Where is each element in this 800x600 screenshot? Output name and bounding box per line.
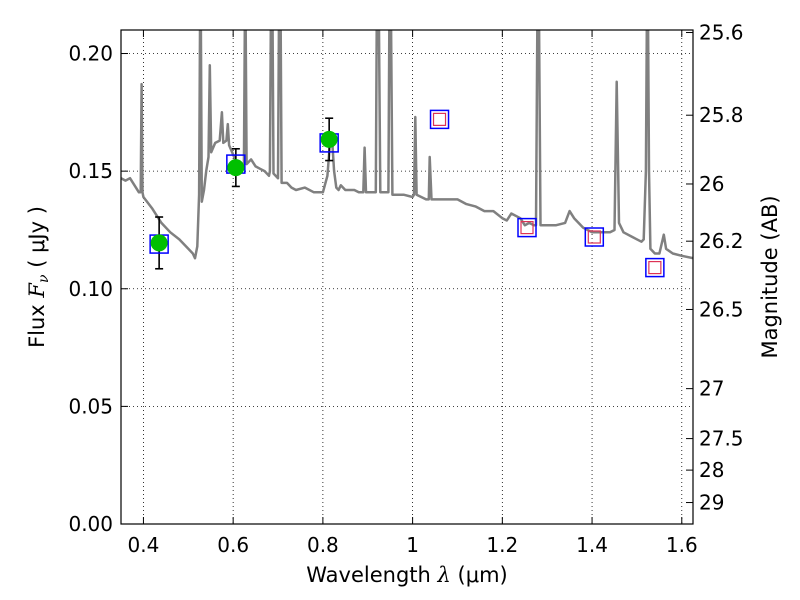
x-axis-ticks: 0.4 0.6 0.8 1 1.2 1.4 1.6 — [128, 30, 698, 557]
x-tick-label: 0.6 — [217, 533, 249, 557]
model-photometry-square — [584, 227, 605, 247]
predicted-photometry-square — [520, 221, 534, 235]
right-axis-ticks: 25.6 25.8 26 26.2 26.5 27 27.5 28 29 — [686, 21, 744, 515]
y-axis-label-prefix: Flux — [25, 304, 49, 348]
right-tick-label: 26.2 — [699, 229, 744, 253]
predicted-photometry-square — [432, 112, 447, 126]
y-tick-label: 0.00 — [68, 512, 113, 536]
observed-photometry-point — [150, 234, 168, 252]
y-axis-label-subscript: ν — [36, 274, 52, 283]
right-tick-label: 26 — [699, 172, 724, 196]
y-tick-label: 0.10 — [68, 277, 113, 301]
observed-photometry-point — [227, 159, 245, 177]
spectrum-line — [121, 30, 693, 260]
y-axis-label-symbol: F — [25, 282, 49, 299]
y-tick-label: 0.15 — [68, 159, 113, 183]
predicted-photometry-square — [648, 260, 662, 275]
x-tick-label: 0.8 — [307, 533, 339, 557]
x-axis-label-symbol: λ — [437, 563, 451, 587]
marker-layer — [149, 109, 665, 278]
right-tick-label: 27 — [699, 377, 724, 401]
grid — [121, 30, 693, 525]
y-axis-ticks: 0.00 0.05 0.10 0.15 0.20 — [68, 42, 128, 536]
y-tick-label: 0.20 — [68, 42, 113, 66]
right-tick-label: 26.5 — [699, 297, 744, 321]
right-tick-label: 29 — [699, 491, 724, 515]
x-axis-label-unit: (μm) — [458, 563, 508, 587]
right-tick-label: 27.5 — [699, 427, 744, 451]
y-tick-label: 0.05 — [68, 394, 113, 418]
x-axis-label: Wavelength λ (μm) — [306, 563, 507, 587]
model-photometry-square — [517, 217, 537, 238]
x-tick-label: 1 — [406, 533, 419, 557]
right-tick-label: 28 — [699, 458, 724, 482]
right-tick-label: 25.8 — [699, 103, 744, 127]
x-tick-label: 0.4 — [128, 533, 160, 557]
model-photometry-square — [429, 109, 450, 130]
y-axis-label: Flux Fν ( μJy ) — [25, 206, 52, 348]
x-axis-label-prefix: Wavelength — [306, 563, 431, 587]
observed-photometry-point — [320, 130, 338, 148]
x-tick-label: 1.2 — [486, 533, 518, 557]
right-axis-label: Magnitude (AB) — [758, 195, 782, 358]
plot-frame — [120, 29, 694, 525]
y-axis-label-unit: ( μJy ) — [25, 206, 49, 268]
x-tick-label: 1.4 — [576, 533, 608, 557]
right-tick-label: 25.6 — [699, 21, 744, 45]
predicted-photometry-square — [587, 230, 601, 244]
model-photometry-square — [645, 257, 665, 278]
x-tick-label: 1.6 — [666, 533, 698, 557]
spectrum-layer — [121, 30, 693, 260]
